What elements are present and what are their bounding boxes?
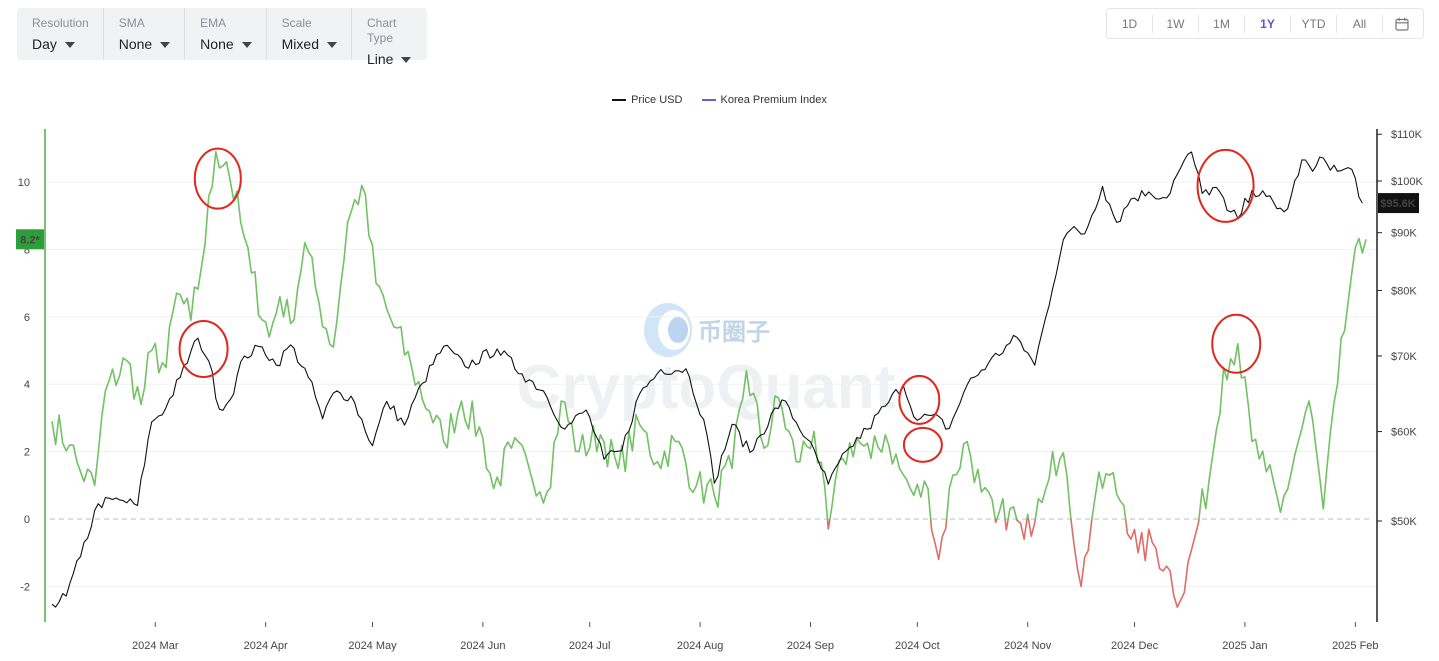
chevron-down-icon <box>160 42 171 49</box>
right-current-badge <box>1378 193 1419 214</box>
highlight-circle <box>902 426 943 463</box>
chevron-down-icon <box>401 57 412 64</box>
watermark: 币圈子 CryptoQuant <box>517 303 896 422</box>
right-tick-label: $90K <box>1391 228 1417 240</box>
chart-gridlines <box>45 181 1377 587</box>
watermark-logo-text: 币圈子 <box>698 319 770 346</box>
range-1m-button[interactable]: 1M <box>1213 16 1230 31</box>
right-tick-label: $60K <box>1391 427 1417 439</box>
left-tick-label: 4 <box>24 379 30 391</box>
watermark-brand: CryptoQuant <box>517 353 896 422</box>
x-tick-label: 2024 Nov <box>1004 640 1052 652</box>
premium-line-positive <box>51 150 1367 519</box>
chevron-down-icon <box>327 42 337 49</box>
x-tick-label: 2025 Jan <box>1222 640 1267 652</box>
resolution-select[interactable]: Resolution Day <box>17 8 104 60</box>
sma-select[interactable]: SMA None <box>104 8 186 60</box>
x-tick-label: 2024 Aug <box>677 640 724 652</box>
x-tick-label: 2025 Feb <box>1332 640 1378 652</box>
scale-select[interactable]: Scale Mixed <box>267 8 352 60</box>
left-tick-label: 0 <box>24 514 30 526</box>
resolution-label: Resolution <box>32 16 89 30</box>
legend-swatch-premium <box>701 99 716 101</box>
right-tick-label: $80K <box>1391 285 1417 297</box>
chart-type-select[interactable]: Chart Type Line <box>352 8 427 67</box>
divider <box>1336 14 1337 33</box>
range-ytd-button[interactable]: YTD <box>1301 16 1326 31</box>
chart-series <box>51 150 1367 608</box>
time-range-selector: 1D 1W 1M 1Y YTD All <box>1106 8 1424 39</box>
chevron-down-icon <box>241 42 252 49</box>
ema-value: None <box>200 36 234 52</box>
chart-legend: Price USD Korea Premium Index <box>0 92 1439 106</box>
left-tick-label: 2 <box>24 447 30 459</box>
highlight-annotations <box>178 147 1262 463</box>
legend-item-price[interactable]: Price USD <box>612 94 682 106</box>
sma-value: None <box>118 36 153 52</box>
x-tick-label: 2024 Jun <box>460 640 505 652</box>
price-line <box>51 151 1363 608</box>
divider <box>1290 14 1291 33</box>
right-tick-label: $110K <box>1391 129 1423 141</box>
left-current-badge <box>16 229 44 250</box>
ema-label: EMA <box>200 16 227 30</box>
divider <box>1382 14 1383 33</box>
ema-select[interactable]: EMA None <box>185 8 267 60</box>
range-1d-button[interactable]: 1D <box>1121 16 1138 31</box>
chevron-down-icon <box>64 42 75 49</box>
right-tick-label: $100K <box>1391 176 1423 188</box>
divider <box>1244 14 1245 33</box>
range-1w-button[interactable]: 1W <box>1166 16 1185 31</box>
x-tick-label: 2024 Apr <box>244 640 288 652</box>
left-tick-label: 10 <box>18 177 30 189</box>
watermark-logo-icon <box>644 303 692 357</box>
right-tick-label: $70K <box>1391 351 1417 363</box>
x-tick-label: 2024 Mar <box>132 640 179 652</box>
sma-label: SMA <box>118 16 145 30</box>
chart-type-label: Chart Type <box>367 16 397 45</box>
left-tick-label: -2 <box>20 581 30 593</box>
x-tick-label: 2024 Jul <box>569 640 611 652</box>
divider <box>1198 14 1199 33</box>
range-1y-button[interactable]: 1Y <box>1260 16 1275 31</box>
chart-axes: -2 0 2 4 6 8 10 $50K $60K $70K $80K $90K $100K $110K 8… <box>16 129 1423 652</box>
left-tick-label: 8 <box>24 244 30 256</box>
left-tick-label: 6 <box>24 312 30 324</box>
resolution-value: Day <box>32 36 57 52</box>
logo-core <box>668 317 688 343</box>
divider <box>1152 14 1153 33</box>
x-tick-label: 2024 May <box>348 640 397 652</box>
scale-value: Mixed <box>281 36 319 52</box>
highlight-circle <box>178 319 229 378</box>
left-current-value: 8.2* <box>20 234 40 246</box>
highlight-circle <box>1211 313 1262 374</box>
right-tick-label: $50K <box>1391 516 1417 528</box>
highlight-circle <box>193 147 242 210</box>
chart-type-value: Line <box>367 51 394 67</box>
legend-item-premium[interactable]: Korea Premium Index <box>701 94 827 106</box>
x-tick-label: 2024 Oct <box>895 640 940 652</box>
calendar-icon <box>1395 17 1409 31</box>
legend-label-price: Price USD <box>631 94 683 106</box>
range-all-button[interactable]: All <box>1352 16 1367 31</box>
legend-swatch-price <box>612 99 627 101</box>
x-tick-label: 2024 Sep <box>787 640 834 652</box>
calendar-button[interactable] <box>1383 9 1421 38</box>
x-tick-label: 2024 Dec <box>1111 640 1159 652</box>
highlight-circle <box>898 374 941 425</box>
right-current-value: $95.6K <box>1380 198 1416 210</box>
legend-label-premium: Korea Premium Index <box>720 94 827 106</box>
scale-label: Scale <box>281 16 312 30</box>
chart-controls: Resolution Day SMA None EMA None Scale M… <box>17 8 427 67</box>
premium-line-negative <box>826 519 1200 608</box>
highlight-circle <box>1196 148 1255 223</box>
